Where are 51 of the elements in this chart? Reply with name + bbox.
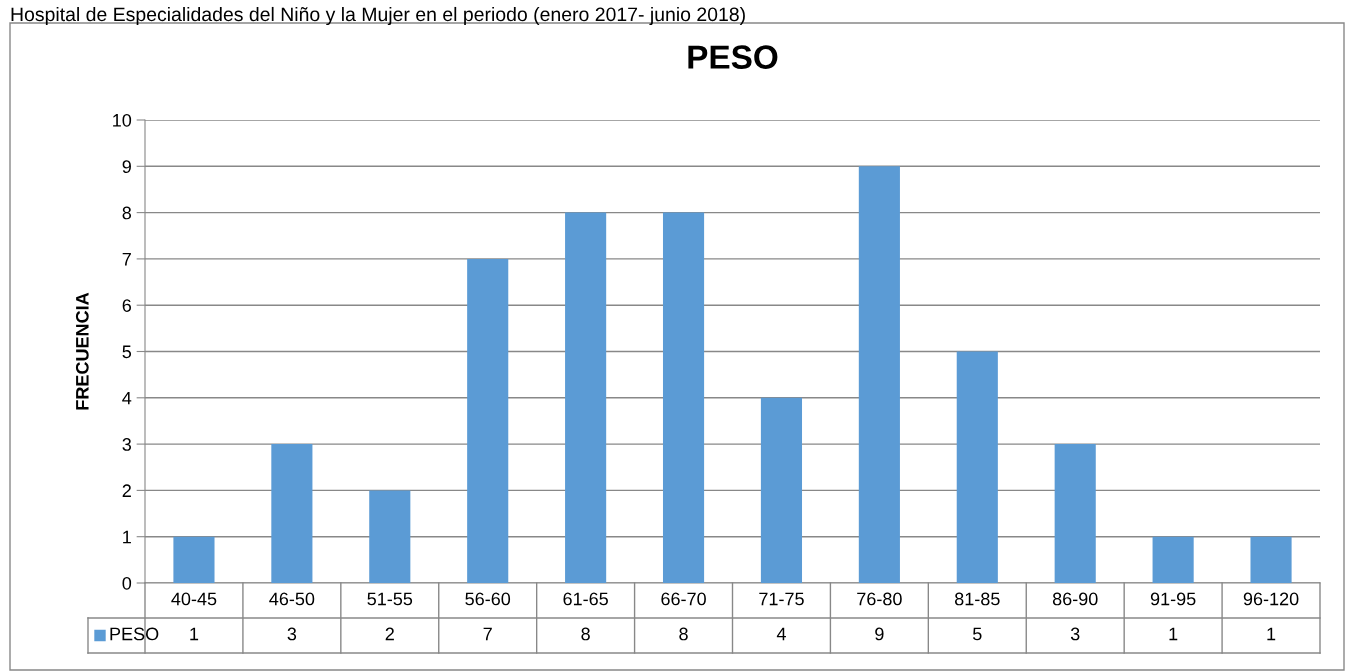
data-label: 7 [483, 627, 492, 641]
bar [467, 258, 509, 583]
x-tick-label: 61-65 [563, 592, 608, 606]
data-label: 9 [875, 627, 884, 641]
x-tick-label: 40-45 [171, 592, 217, 606]
data-label: 1 [1267, 627, 1276, 641]
data-label: 5 [972, 627, 982, 641]
data-label: 1 [1169, 627, 1178, 641]
data-label: 2 [385, 627, 394, 641]
y-tick-label: 4 [122, 391, 132, 405]
data-label: 8 [679, 627, 688, 641]
x-tick-label: 66-70 [661, 592, 706, 606]
bar [1054, 444, 1096, 583]
bar [565, 212, 607, 583]
bar [369, 490, 411, 583]
x-tick-label: 86-90 [1052, 592, 1098, 606]
x-tick-label: 96-120 [1243, 592, 1299, 606]
y-tick-label: 7 [122, 253, 131, 266]
text: Hospital de Especialidades del Niño y la Mujer en el periodo (enero 2017- junio 2018) [11, 6, 745, 26]
bar [956, 351, 998, 583]
y-tick-label: 2 [122, 484, 131, 497]
bar [760, 397, 803, 583]
bar [1250, 536, 1292, 583]
y-tick-label: 9 [122, 160, 131, 174]
x-tick-label: 51-55 [367, 592, 413, 606]
y-tick-label: 6 [122, 299, 132, 312]
x-tick-label: 76-80 [857, 592, 902, 606]
bar [858, 166, 900, 583]
x-tick-label: 46-50 [269, 592, 315, 606]
data-label: 3 [287, 627, 297, 641]
y-tick-label: 1 [123, 530, 131, 544]
x-tick-label: 91-95 [1150, 592, 1196, 606]
y-tick-label: 0 [122, 576, 132, 590]
bar [271, 444, 313, 583]
data-label: 8 [581, 627, 590, 641]
y-tick-label: 10 [113, 113, 132, 127]
x-tick-label: 81-85 [954, 592, 1000, 606]
legend-label: PESO [110, 627, 159, 641]
data-label: 3 [1070, 627, 1080, 641]
y-tick-label: 5 [122, 345, 132, 359]
bar [173, 536, 215, 583]
y-tick-label: 3 [122, 438, 132, 451]
data-label: 1 [190, 627, 199, 641]
chart-title: PESO [688, 45, 778, 69]
x-tick-label: 71-75 [759, 592, 804, 606]
bar [662, 212, 705, 583]
bar [1152, 536, 1194, 583]
x-tick-label: 56-60 [465, 592, 511, 606]
y-tick-label: 8 [122, 206, 132, 220]
data-label: 4 [776, 627, 786, 641]
y-axis-title: FRECUENCIA [75, 292, 89, 410]
